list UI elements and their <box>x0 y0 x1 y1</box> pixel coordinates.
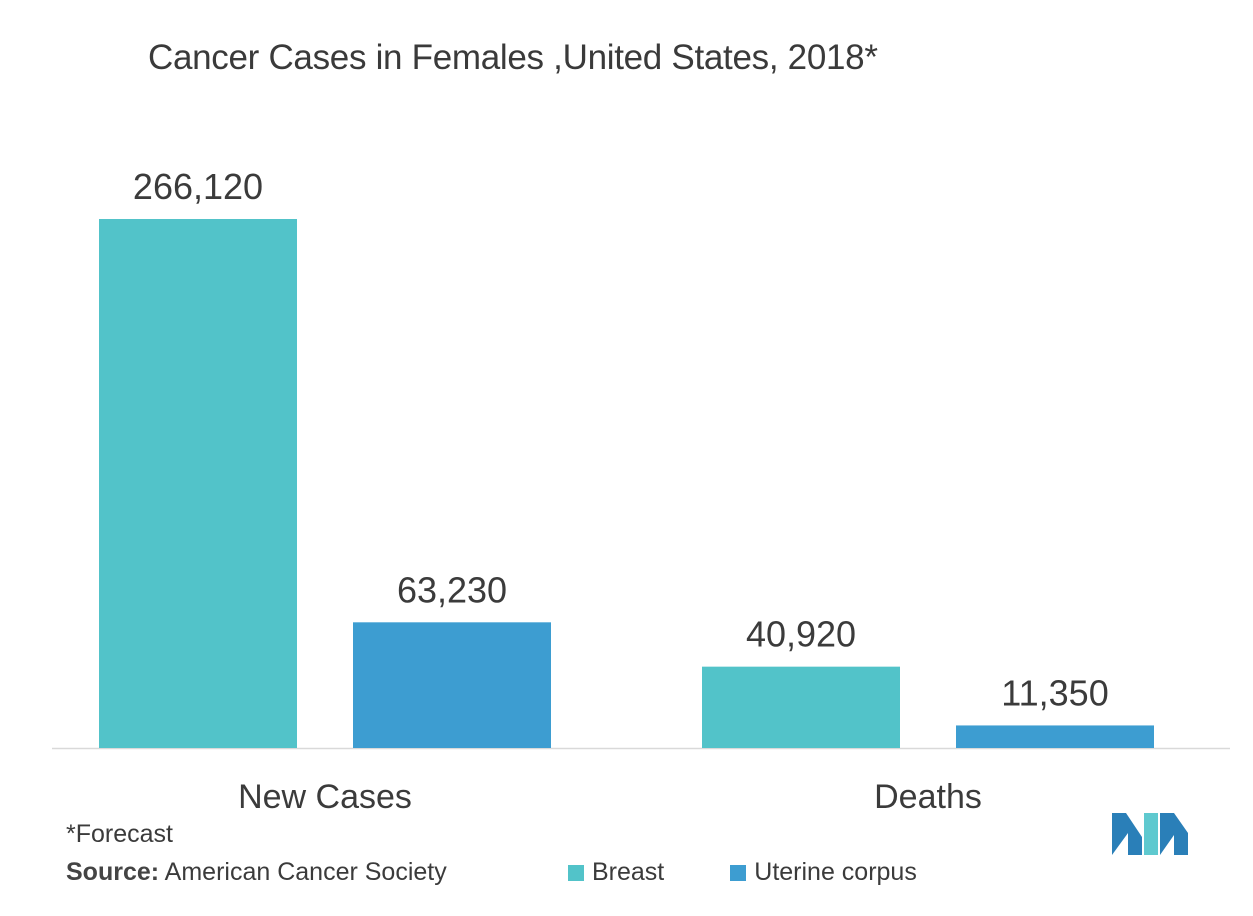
bar-breast-new-cases <box>99 219 297 748</box>
legend-swatch-uterine-corpus <box>730 864 747 881</box>
data-label-breast-new-cases: 266,120 <box>133 166 263 207</box>
bar-breast-deaths <box>702 666 900 748</box>
bar-uterine-corpus-new-cases <box>353 622 551 748</box>
bar-uterine-corpus-deaths <box>956 725 1154 748</box>
mordor-intelligence-logo-icon <box>1112 813 1188 855</box>
source-text: American Cancer Society <box>164 858 447 886</box>
data-label-breast-deaths: 40,920 <box>746 614 856 655</box>
source-label: Source: <box>66 858 160 886</box>
legend-item-breast: Breast <box>568 858 664 887</box>
legend: Breast Uterine corpus <box>568 858 983 887</box>
data-label-uterine-corpus-new-cases: 63,230 <box>397 569 507 610</box>
bar-chart: 266,120 63,230 New Cases 40,920 11,350 Deaths <box>52 166 1230 816</box>
source-note: Source: American Cancer Society <box>66 858 447 887</box>
category-label-deaths: Deaths <box>874 778 982 816</box>
legend-swatch-breast <box>568 864 584 881</box>
chart-title: Cancer Cases in Females ,United States, … <box>148 38 878 77</box>
category-label-new-cases: New Cases <box>238 778 412 816</box>
data-label-uterine-corpus-deaths: 11,350 <box>1001 672 1108 713</box>
legend-label-uterine-corpus: Uterine corpus <box>754 858 917 886</box>
legend-label-breast: Breast <box>592 858 665 886</box>
forecast-footnote: *Forecast <box>66 820 173 848</box>
legend-item-uterine-corpus: Uterine corpus <box>730 858 917 887</box>
